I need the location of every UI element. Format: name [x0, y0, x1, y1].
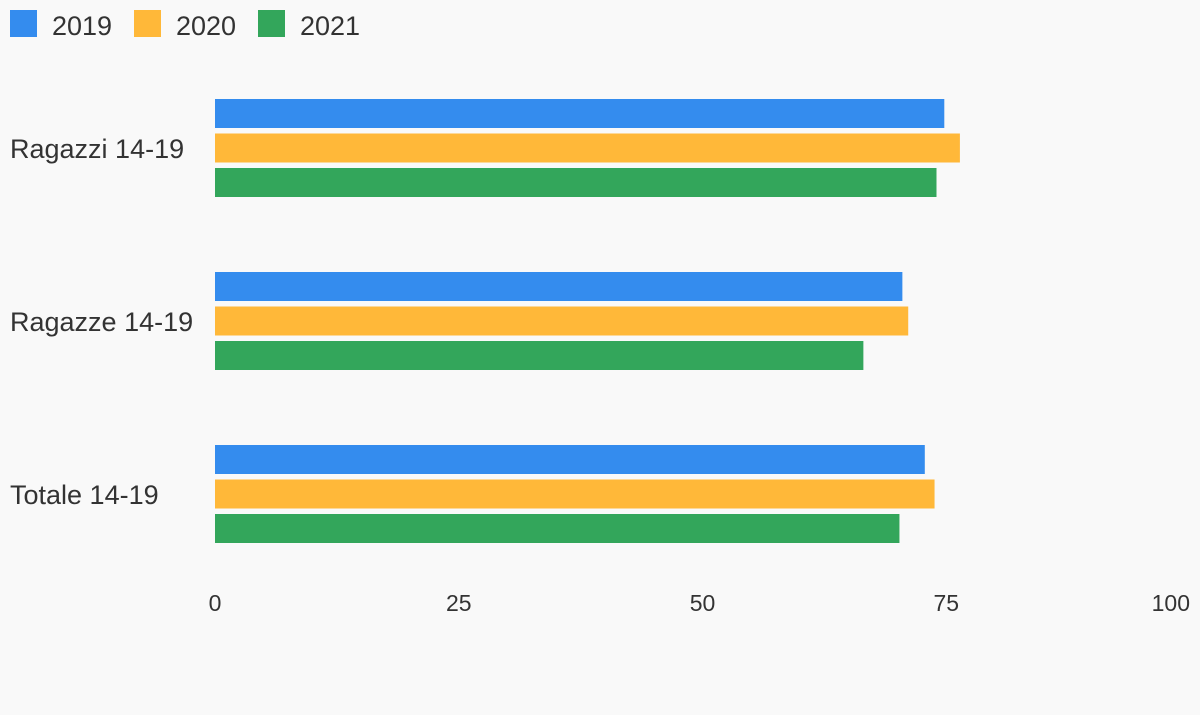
x-tick-label: 50: [690, 590, 716, 616]
category-labels: Ragazzi 14-19 Ragazze 14-19 Totale 14-19: [10, 134, 193, 510]
bar-2021-0[interactable]: [215, 168, 937, 197]
x-axis-ticks: 0 25 50 75 100: [209, 590, 1190, 616]
legend-swatch: [134, 10, 161, 37]
legend-item-2019[interactable]: 2019: [10, 10, 112, 41]
legend: 2019 2020 2021: [10, 10, 360, 41]
x-tick-label: 75: [933, 590, 959, 616]
legend-item-2021[interactable]: 2021: [258, 10, 360, 41]
category-label: Ragazze 14-19: [10, 307, 193, 337]
bar-2020-0[interactable]: [215, 133, 960, 163]
bar-2019-2[interactable]: [215, 445, 925, 474]
legend-label: 2020: [176, 11, 236, 41]
bars: [215, 99, 960, 543]
bar-2021-1[interactable]: [215, 341, 864, 370]
x-tick-label: 100: [1152, 590, 1190, 616]
category-label: Ragazzi 14-19: [10, 134, 184, 164]
x-tick-label: 0: [209, 590, 222, 616]
bar-2020-2[interactable]: [215, 479, 935, 509]
category-label: Totale 14-19: [10, 480, 159, 510]
bar-2020-1[interactable]: [215, 306, 909, 336]
bar-2019-0[interactable]: [215, 99, 945, 128]
bar-2021-2[interactable]: [215, 514, 900, 543]
legend-label: 2021: [300, 11, 360, 41]
legend-swatch: [10, 10, 37, 37]
x-tick-label: 25: [446, 590, 472, 616]
legend-swatch: [258, 10, 285, 37]
legend-item-2020[interactable]: 2020: [134, 10, 236, 41]
legend-label: 2019: [52, 11, 112, 41]
bar-2019-1[interactable]: [215, 272, 903, 301]
